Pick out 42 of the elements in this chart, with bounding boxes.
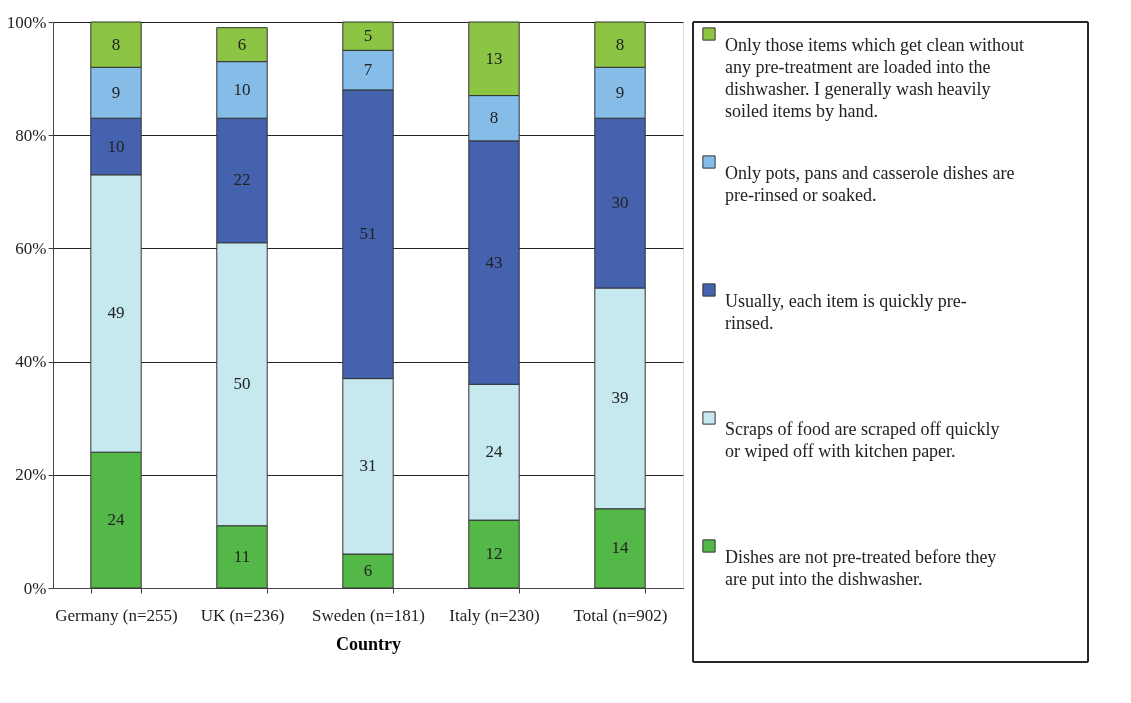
data-label: 51 — [359, 224, 377, 244]
data-label: 12 — [485, 544, 503, 564]
data-label: 24 — [107, 510, 125, 530]
x-tick-label: Italy (n=230) — [449, 605, 540, 625]
data-label: 14 — [611, 538, 629, 558]
data-label: 11 — [233, 546, 251, 566]
data-label: 13 — [485, 48, 503, 68]
y-tick-label: 80% — [15, 125, 47, 145]
legend-label: Dishes are not pre-treated before they are put into the dishwasher. — [725, 547, 997, 589]
x-tick-label: Germany (n=255) — [55, 605, 178, 625]
data-label: 39 — [611, 388, 629, 408]
data-label: 8 — [111, 34, 121, 54]
y-tick-label: 20% — [15, 465, 47, 485]
data-label: 10 — [107, 136, 125, 156]
data-label: 30 — [611, 193, 629, 213]
y-tick-label: 40% — [15, 352, 47, 372]
y-tick-label: 0% — [23, 578, 47, 598]
data-label: 8 — [489, 108, 499, 128]
data-label: 5 — [363, 26, 373, 46]
y-tick-label: 60% — [15, 238, 47, 258]
legend-label: Scraps of food are scraped off quickly or wiped off with kitchen paper. — [725, 419, 1000, 461]
x-tick-label: Total (n=902) — [573, 605, 668, 625]
data-label: 22 — [233, 170, 251, 190]
data-label: 8 — [615, 34, 625, 54]
data-label: 43 — [485, 252, 503, 272]
x-axis-title: Country — [335, 633, 402, 654]
data-label: 9 — [111, 82, 121, 102]
y-tick-label: 100% — [6, 12, 47, 32]
data-label: 7 — [363, 60, 373, 80]
data-label: 9 — [615, 82, 625, 102]
legend-label: Only those items which get clean without any pre-treatment are loaded into the dishwasher. I generally wash heavily soiled items by hand. — [725, 35, 1024, 121]
data-label: 49 — [107, 303, 125, 323]
data-label: 10 — [233, 79, 251, 99]
x-tick-label: UK (n=236) — [200, 605, 285, 625]
data-label: 50 — [233, 374, 251, 394]
data-label: 6 — [363, 561, 373, 581]
data-label: 6 — [237, 34, 247, 54]
x-tick-label: Sweden (n=181) — [312, 605, 425, 625]
legend-label: Usually, each item is quickly pre-rinsed. — [725, 291, 967, 333]
legend-label: Only pots, pans and casserole dishes are pre-rinsed or soaked. — [725, 163, 1015, 205]
data-label: 31 — [359, 456, 377, 476]
data-label: 24 — [485, 442, 503, 462]
